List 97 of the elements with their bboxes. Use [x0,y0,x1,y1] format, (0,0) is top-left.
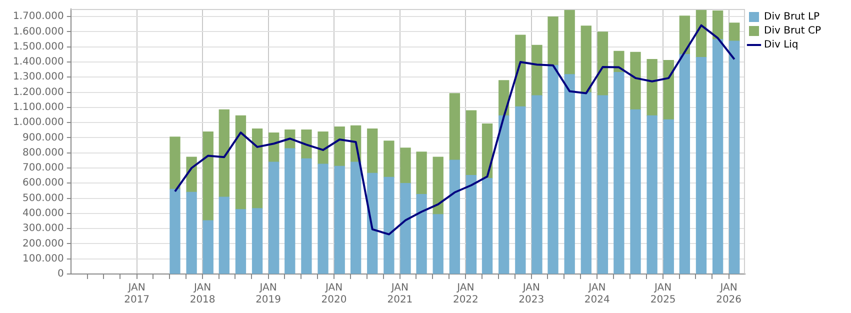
bar [548,16,558,66]
bar [252,128,263,209]
legend-label: Div Liq [764,40,798,51]
bar [646,58,658,116]
bar [367,172,378,274]
y-tick-label: 1.400.000 [12,56,64,68]
bar [301,130,312,160]
bar [663,119,674,274]
y-tick-label: 100.000 [22,253,64,264]
bar [548,65,558,274]
y-tick-label: 200.000 [22,238,64,250]
bar [334,166,345,274]
bar [515,34,526,107]
bar [449,160,460,274]
bar [186,192,197,274]
bar [432,214,444,274]
bar [235,209,246,274]
bar [186,156,197,193]
bar [252,208,263,274]
bar [679,16,690,55]
bar [318,131,328,164]
bar [630,109,641,274]
x-tick-label: JAN 2021 [387,282,413,306]
bar [729,40,740,274]
bar [202,220,214,274]
y-tick-label: 800.000 [22,147,64,158]
x-tick-label: JAN 2020 [321,282,347,306]
bar [498,115,510,274]
legend-label: Div Brut LP [764,12,820,23]
y-tick-label: 1.000.000 [12,117,64,128]
bar [580,92,592,274]
y-tick-label: 300.000 [22,223,64,234]
x-tick-label: JAN 2022 [452,282,478,306]
bar [597,32,608,96]
bar [367,128,378,174]
bar [218,196,230,274]
bar [416,194,427,274]
bar [580,26,592,93]
bar [384,140,394,178]
bar [679,54,690,274]
x-tick-label: JAN 2025 [650,282,676,306]
x-tick-label: JAN 2018 [190,282,216,306]
x-tick-label: JAN 2019 [256,282,282,306]
bar [466,174,477,274]
x-tick-label: JAN 2026 [716,282,742,306]
bar [235,115,246,210]
bar [400,182,411,274]
bar [564,10,575,75]
y-tick-label: 500.000 [22,192,64,204]
bar [334,126,345,167]
bar [597,95,608,274]
bar [515,106,526,274]
bar [170,136,180,190]
bar [400,148,411,184]
bar [696,56,707,274]
y-tick-label: 1.500.000 [12,41,64,52]
bar [564,74,575,274]
y-tick-label: 0 [58,268,64,280]
bar [630,52,641,110]
bar [449,93,460,160]
bar [218,109,230,198]
y-tick-label: 700.000 [22,162,64,174]
x-tick-label: JAN 2017 [124,282,150,306]
bar [712,10,724,40]
y-tick-label: 400.000 [22,208,64,220]
bar [482,178,493,274]
bar [532,95,542,274]
bar [416,152,427,195]
y-tick-label: 1.600.000 [12,26,64,38]
y-tick-label: 1.100.000 [12,102,64,114]
bar [729,22,740,42]
bar [663,60,674,120]
y-tick-label: 900.000 [22,132,64,144]
bar [350,162,362,274]
bar [268,162,280,274]
bar [614,72,624,274]
bar [432,156,444,215]
bar [646,115,658,274]
bar [318,164,328,274]
bar [284,148,296,274]
y-tick-label: 1.300.000 [12,72,64,83]
bar [696,10,707,58]
y-tick-label: 600.000 [22,178,64,189]
bar [268,132,280,162]
legend-label: Div Brut CP [764,26,822,37]
bar [202,131,214,221]
bar [301,158,312,274]
bar [170,188,180,274]
x-tick-label: JAN 2023 [518,282,544,306]
bar [482,123,493,179]
bar [532,44,542,96]
bar [466,110,477,176]
bar [384,176,394,274]
y-tick-label: 1.200.000 [12,86,64,98]
y-tick-label: 1.700.000 [12,11,64,22]
bar [712,39,724,274]
x-tick-label: JAN 2024 [584,282,610,306]
